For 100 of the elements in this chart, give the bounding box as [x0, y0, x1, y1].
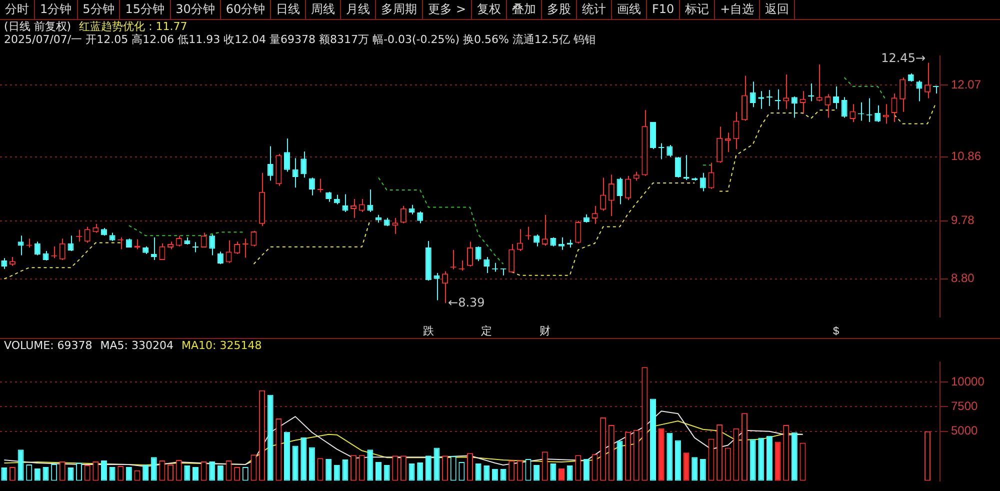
candlestick	[516, 228, 523, 252]
candlestick	[292, 158, 298, 188]
candlestick	[217, 251, 224, 265]
bar	[616, 440, 623, 481]
candlestick	[250, 230, 257, 247]
candlestick	[442, 270, 448, 304]
candlestick	[616, 177, 623, 205]
text: 30分钟	[170, 0, 221, 19]
candlestick	[18, 235, 24, 256]
text: +自选	[715, 0, 760, 19]
bar	[434, 448, 440, 481]
candlestick	[192, 242, 198, 253]
candlestick	[267, 146, 274, 182]
text: 标记	[680, 0, 716, 19]
candlestick	[308, 177, 315, 196]
bar	[492, 468, 498, 481]
candlestick	[434, 272, 440, 301]
text: 60分钟	[220, 0, 272, 19]
candlestick	[300, 151, 307, 178]
text: F10	[647, 0, 680, 19]
bar	[284, 432, 290, 481]
candlestick	[350, 198, 357, 218]
y-tick-label: 9.78	[951, 213, 975, 228]
candlestick	[400, 206, 406, 224]
text: 红蓝趋势优化 : 11.77	[79, 20, 188, 33]
y-tick-label: 10000	[951, 374, 985, 388]
candlestick	[592, 206, 598, 224]
candlestick	[733, 111, 740, 150]
bar	[534, 464, 540, 481]
bar	[658, 428, 664, 481]
candlestick	[209, 234, 216, 256]
x-tick-label: 财	[539, 324, 550, 338]
candlestick	[226, 240, 232, 264]
candlestick	[783, 74, 790, 110]
bar	[1, 467, 8, 481]
candlestick	[600, 177, 606, 212]
bar	[766, 436, 772, 481]
candlestick	[625, 175, 632, 201]
bar	[184, 465, 190, 481]
text: 月线	[341, 0, 376, 19]
bar	[791, 432, 798, 481]
text: 统计	[577, 0, 612, 19]
candlestick	[924, 62, 931, 99]
bar	[308, 447, 315, 481]
candlestick	[467, 241, 473, 267]
candlestick	[68, 235, 74, 252]
bar	[550, 464, 556, 481]
candlestick	[334, 194, 340, 205]
bar	[300, 437, 307, 481]
bar	[209, 462, 216, 481]
bar	[68, 467, 74, 481]
y-tick-label: 5000	[951, 424, 978, 438]
candlestick	[392, 217, 398, 234]
candlestick	[408, 204, 415, 215]
x-tick-label: 定	[481, 324, 492, 338]
bar	[192, 466, 198, 481]
y-tick-label: 10.86	[951, 149, 982, 164]
candlestick	[326, 191, 332, 202]
x-tick-label: $	[832, 325, 840, 338]
text: 返回	[760, 0, 796, 19]
chart-title: (日线 前复权)	[4, 20, 72, 33]
bar	[408, 464, 415, 481]
bar	[484, 465, 490, 481]
text: 日线	[271, 0, 306, 19]
bar	[109, 466, 116, 481]
candlestick	[916, 80, 922, 102]
y-tick-label: 8.80	[951, 271, 975, 286]
candlestick	[724, 132, 731, 153]
text: 叠加	[507, 0, 542, 19]
x-tick-label: 跌	[422, 325, 434, 338]
bar	[267, 394, 274, 481]
candlestick	[900, 77, 906, 112]
bar	[126, 466, 132, 481]
text: 多周期	[376, 0, 424, 19]
bar	[774, 442, 781, 481]
bar	[217, 465, 224, 481]
chart-title: VOLUME: 69378	[4, 339, 92, 352]
text: 15分钟	[120, 0, 171, 19]
bar	[367, 450, 374, 481]
candlestick	[358, 198, 365, 212]
candlestick	[558, 236, 564, 250]
candlestick	[475, 246, 482, 262]
candlestick	[708, 162, 714, 190]
candlestick	[816, 64, 822, 102]
candlestick	[317, 178, 324, 193]
candlestick	[716, 126, 723, 164]
text: 多股	[542, 0, 577, 19]
bar	[292, 446, 298, 481]
bar	[500, 468, 506, 481]
candlestick	[34, 241, 40, 256]
bar	[376, 462, 382, 481]
candlestick	[608, 174, 614, 217]
candlestick	[700, 172, 706, 192]
candlestick	[575, 220, 582, 244]
bar	[334, 464, 340, 481]
bar	[34, 468, 40, 481]
candlestick	[342, 194, 348, 212]
bar	[566, 465, 573, 481]
bar	[150, 457, 157, 481]
candlestick	[242, 238, 248, 258]
